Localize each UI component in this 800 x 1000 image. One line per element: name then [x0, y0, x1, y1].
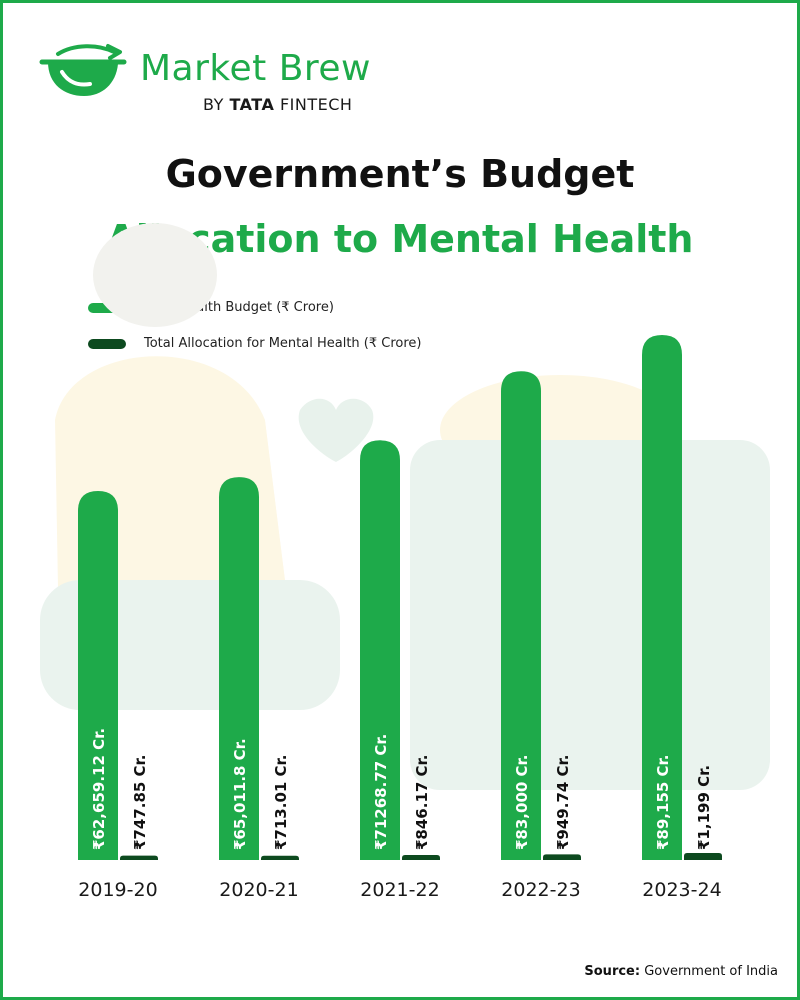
- bar-mental-health-2020-21: [261, 855, 299, 860]
- source-note: Source: Government of India: [584, 964, 778, 979]
- bar-mental-health-2022-23: [543, 854, 581, 860]
- label-health-budget-2021-22: ₹71268.77 Cr.: [372, 734, 390, 850]
- brand-sub-bold: TATA: [229, 95, 275, 114]
- x-tick-label-2021-22: 2021-22: [360, 879, 439, 901]
- x-tick-label-2019-20: 2019-20: [78, 879, 157, 901]
- x-tick-label-2022-23: 2022-23: [501, 879, 580, 901]
- bar-mental-health-2021-22: [402, 855, 440, 860]
- bar-mental-health-2023-24: [684, 852, 722, 860]
- label-health-budget-2022-23: ₹83,000 Cr.: [513, 754, 531, 850]
- bar-health-budget-2019-20: [78, 491, 118, 860]
- legend-label-mental-health: Total Allocation for Mental Health (₹ Cr…: [144, 336, 422, 351]
- bar-health-budget-2021-22: [360, 440, 400, 860]
- bar-mental-health-2019-20: [120, 855, 158, 860]
- bar-health-budget-2023-24: [642, 334, 682, 861]
- bar-health-budget-2020-21: [219, 477, 259, 860]
- title-line-1: Government’s Budget: [165, 152, 635, 196]
- label-mental-health-2022-23: ₹949.74 Cr.: [554, 754, 572, 850]
- label-health-budget-2019-20: ₹62,659.12 Cr.: [90, 728, 108, 850]
- brand-name: Market Brew: [140, 48, 371, 89]
- label-mental-health-2023-24: ₹1,199 Cr.: [695, 765, 713, 850]
- label-health-budget-2020-21: ₹65,011.8 Cr.: [231, 738, 249, 850]
- label-health-budget-2023-24: ₹89,155 Cr.: [654, 754, 672, 850]
- x-tick-label-2020-21: 2020-21: [219, 879, 298, 901]
- teapot-logo-icon: [39, 44, 127, 96]
- brand-sub-rest: FINTECH: [279, 95, 353, 114]
- label-mental-health-2020-21: ₹713.01 Cr.: [272, 754, 290, 850]
- source-label: Source:: [584, 964, 641, 979]
- label-mental-health-2019-20: ₹747.85 Cr.: [131, 754, 149, 850]
- legend-swatch-mental-health: [88, 338, 126, 349]
- brand-subtitle: BY TATA FINTECH: [203, 95, 352, 114]
- bar-health-budget-2022-23: [501, 371, 541, 860]
- label-mental-health-2021-22: ₹846.17 Cr.: [413, 754, 431, 850]
- brand-sub-prefix: BY: [203, 95, 224, 114]
- legend-item-mental-health: Total Allocation for Mental Health (₹ Cr…: [88, 336, 422, 351]
- x-tick-label-2023-24: 2023-24: [642, 879, 721, 901]
- source-text: Government of India: [644, 964, 778, 979]
